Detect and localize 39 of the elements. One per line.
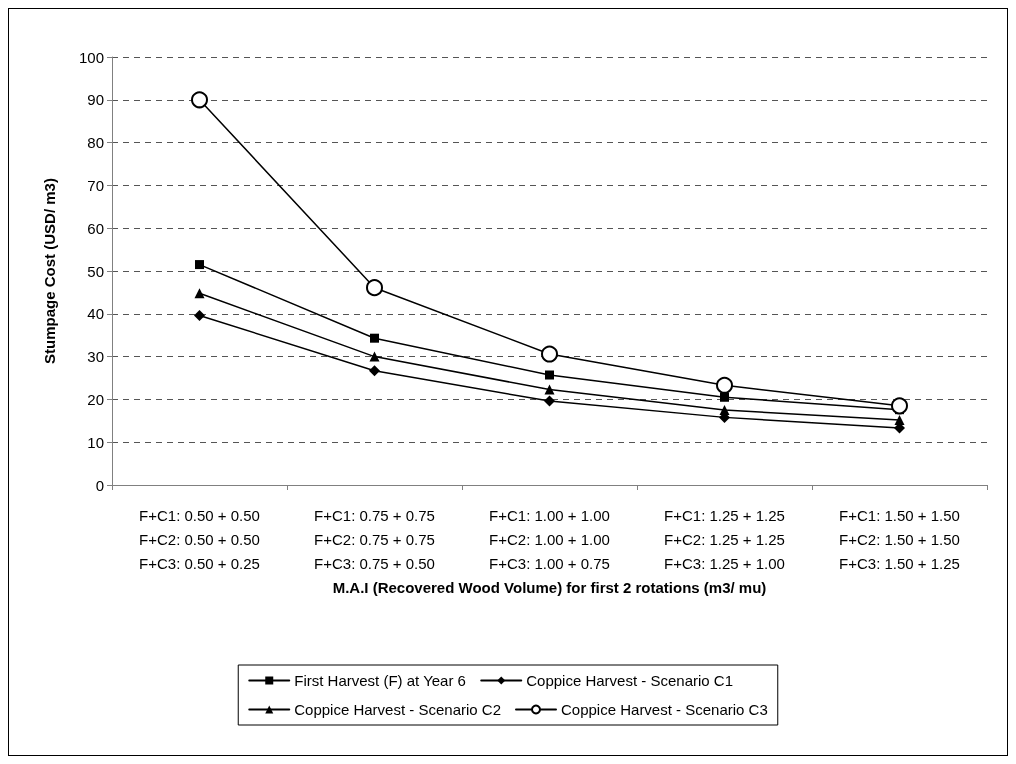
y-axis-title: Stumpage Cost (USD/ m3) (41, 178, 58, 364)
y-tick-label: 90 (87, 91, 104, 109)
legend-label: First Harvest (F) at Year 6 (294, 672, 466, 689)
point (894, 414, 905, 425)
y-tick-label: 80 (87, 134, 104, 152)
x-tick-label: F+C1: 0.75 + 0.75 F+C2: 0.75 + 0.75 F+C3: 0.75 + 0.50 (314, 506, 435, 572)
y-tick-label: 20 (87, 390, 104, 408)
point (194, 288, 205, 299)
point (720, 392, 729, 402)
point (195, 260, 204, 270)
point (716, 376, 733, 394)
point (369, 365, 380, 377)
y-tick-label: 50 (87, 262, 104, 280)
y-tick-label: 60 (87, 219, 104, 237)
x-tick-label: F+C1: 1.25 + 1.25 F+C2: 1.25 + 1.25 F+C3: 1.25 + 1.00 (664, 506, 785, 572)
y-tick-label: 100 (78, 48, 104, 66)
point (370, 333, 379, 343)
point (891, 397, 908, 415)
y-tick-label: 70 (87, 176, 104, 194)
point (191, 91, 208, 109)
point (541, 345, 558, 363)
point (719, 405, 730, 416)
y-tick-label: 10 (87, 433, 104, 451)
x-tick-label: F+C1: 1.50 + 1.50 F+C2: 1.50 + 1.50 F+C3: 1.50 + 1.25 (839, 506, 960, 572)
point (366, 279, 383, 297)
point (545, 370, 554, 380)
legend-label: Coppice Harvest - Scenario C1 (526, 672, 733, 689)
legend-label: Coppice Harvest - Scenario C2 (294, 701, 502, 718)
point (369, 351, 380, 362)
x-tick-label: F+C1: 1.00 + 1.00 F+C2: 1.00 + 1.00 F+C3: 1.00 + 0.75 (489, 506, 610, 572)
x-tick-label: F+C1: 0.50 + 0.50 F+C2: 0.50 + 0.50 F+C3: 0.50 + 0.25 (139, 506, 260, 572)
y-tick-label: 0 (95, 476, 104, 494)
point (544, 395, 555, 407)
x-axis-title: M.A.I (Recovered Wood Volume) for first 2 rotations (m3/ mu) (332, 578, 767, 596)
y-tick-label: 40 (87, 305, 104, 323)
y-tick-label: 30 (87, 348, 104, 366)
point (194, 310, 205, 322)
legend-label: Coppice Harvest - Scenario C3 (561, 701, 768, 718)
point (544, 384, 555, 395)
